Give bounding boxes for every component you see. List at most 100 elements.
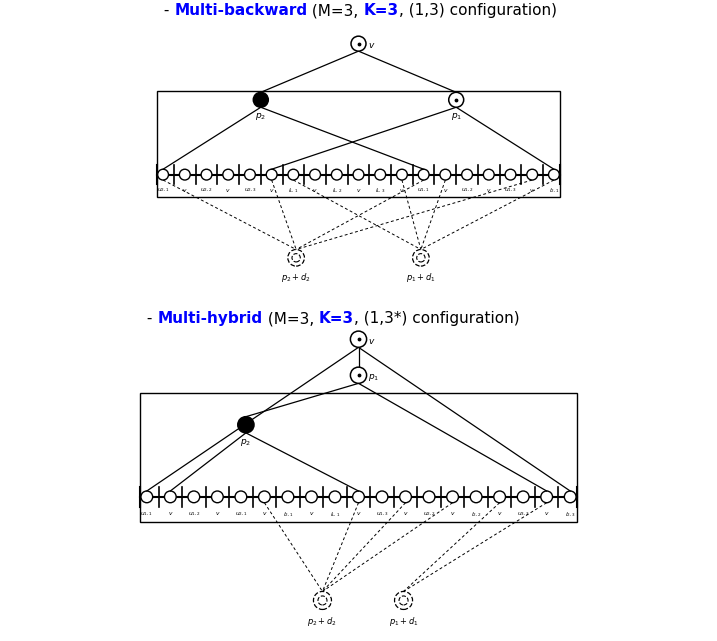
Circle shape xyxy=(351,331,366,347)
Circle shape xyxy=(412,249,429,266)
Circle shape xyxy=(449,92,464,107)
Circle shape xyxy=(179,169,190,180)
Text: $v$: $v$ xyxy=(403,510,408,517)
Text: $u_{2,3}$: $u_{2,3}$ xyxy=(244,187,256,194)
Text: $v$: $v$ xyxy=(214,510,220,517)
Circle shape xyxy=(288,249,305,266)
Circle shape xyxy=(375,169,386,180)
Circle shape xyxy=(517,491,529,503)
Circle shape xyxy=(331,169,342,180)
Circle shape xyxy=(212,491,223,503)
Circle shape xyxy=(483,169,494,180)
Circle shape xyxy=(164,491,176,503)
Circle shape xyxy=(318,596,327,605)
Text: $p_1+d_1$: $p_1+d_1$ xyxy=(389,615,419,628)
Circle shape xyxy=(305,491,318,503)
Circle shape xyxy=(158,169,168,180)
Text: $v$: $v$ xyxy=(369,337,376,346)
Text: $v$: $v$ xyxy=(168,510,173,517)
Text: $l_{2,2}$: $l_{2,2}$ xyxy=(471,510,481,519)
Circle shape xyxy=(423,491,435,503)
Circle shape xyxy=(399,491,412,503)
Circle shape xyxy=(541,491,553,503)
Circle shape xyxy=(329,491,341,503)
Text: $u_{1,2}$: $u_{1,2}$ xyxy=(188,510,200,517)
Text: $v$: $v$ xyxy=(356,510,361,517)
Text: $u_{2,1}$: $u_{2,1}$ xyxy=(157,187,169,194)
Circle shape xyxy=(527,169,538,180)
Text: $v$: $v$ xyxy=(313,187,318,194)
Text: $l_{L,2}$: $l_{L,2}$ xyxy=(332,187,342,196)
Text: $v$: $v$ xyxy=(225,187,231,194)
Text: $l_{L,1}$: $l_{L,1}$ xyxy=(288,187,298,196)
Text: $v$: $v$ xyxy=(368,41,375,50)
Circle shape xyxy=(470,491,482,503)
Circle shape xyxy=(418,169,429,180)
Text: $u_{2,2}$: $u_{2,2}$ xyxy=(423,510,435,517)
Text: $u_{1,2}$: $u_{1,2}$ xyxy=(461,187,473,194)
Circle shape xyxy=(353,491,364,503)
Text: $v$: $v$ xyxy=(497,510,503,517)
Circle shape xyxy=(351,367,366,383)
Text: $v$: $v$ xyxy=(309,510,314,517)
Text: Multi-backward: Multi-backward xyxy=(174,3,308,18)
Text: $v$: $v$ xyxy=(182,187,188,194)
Text: $l_{L,3}$: $l_{L,3}$ xyxy=(375,187,385,196)
Circle shape xyxy=(440,169,451,180)
Text: $v$: $v$ xyxy=(450,510,455,517)
Circle shape xyxy=(394,592,412,610)
Text: , (1,3) configuration): , (1,3) configuration) xyxy=(399,3,556,18)
Circle shape xyxy=(292,254,300,262)
Circle shape xyxy=(238,417,254,433)
Circle shape xyxy=(266,169,277,180)
Circle shape xyxy=(282,491,294,503)
Bar xyxy=(140,394,577,522)
Text: $v$: $v$ xyxy=(486,187,492,194)
Text: $v$: $v$ xyxy=(356,187,361,194)
Text: $p_1+d_1$: $p_1+d_1$ xyxy=(406,271,436,284)
Circle shape xyxy=(376,491,388,503)
Circle shape xyxy=(244,169,255,180)
Text: $p_2+d_2$: $p_2+d_2$ xyxy=(281,271,311,284)
Circle shape xyxy=(313,592,331,610)
Circle shape xyxy=(397,169,407,180)
Circle shape xyxy=(188,491,200,503)
Text: $l_{2,1}$: $l_{2,1}$ xyxy=(549,187,559,196)
Bar xyxy=(157,92,560,197)
Text: $v$: $v$ xyxy=(269,187,275,194)
Text: $l_{2,1}$: $l_{2,1}$ xyxy=(282,510,293,519)
Circle shape xyxy=(505,169,516,180)
Circle shape xyxy=(351,36,366,51)
Text: $u_{2,2}$: $u_{2,2}$ xyxy=(200,187,213,194)
Text: $p_2$: $p_2$ xyxy=(240,437,252,449)
Text: K=3: K=3 xyxy=(319,311,354,326)
Text: $p_2$: $p_2$ xyxy=(255,112,267,122)
Text: (M=3,: (M=3, xyxy=(262,311,319,326)
Text: $u_{1,3}$: $u_{1,3}$ xyxy=(504,187,517,194)
Circle shape xyxy=(235,491,247,503)
Circle shape xyxy=(447,491,458,503)
Circle shape xyxy=(259,491,270,503)
Text: $v$: $v$ xyxy=(529,187,535,194)
Text: $v$: $v$ xyxy=(399,187,404,194)
Text: Multi-hybrid: Multi-hybrid xyxy=(158,311,262,326)
Text: , (1,3*) configuration): , (1,3*) configuration) xyxy=(354,311,520,326)
Circle shape xyxy=(549,169,559,180)
Text: $p_2+d_2$: $p_2+d_2$ xyxy=(308,615,338,628)
Text: $u_{1,1}$: $u_{1,1}$ xyxy=(417,187,430,194)
Text: $v$: $v$ xyxy=(262,510,267,517)
Text: (M=3,: (M=3, xyxy=(308,3,364,18)
Text: -: - xyxy=(159,3,174,18)
Circle shape xyxy=(564,491,576,503)
Circle shape xyxy=(353,169,364,180)
Text: $v$: $v$ xyxy=(442,187,448,194)
Text: -: - xyxy=(142,311,158,326)
Text: $p_1$: $p_1$ xyxy=(369,372,380,383)
Text: K=3: K=3 xyxy=(364,3,399,18)
Text: $u_{3,3}$: $u_{3,3}$ xyxy=(517,510,530,517)
Text: $u_{1,3}$: $u_{1,3}$ xyxy=(376,510,389,517)
Circle shape xyxy=(494,491,505,503)
Text: $p_1$: $p_1$ xyxy=(450,112,462,122)
Text: $l_{2,3}$: $l_{2,3}$ xyxy=(565,510,576,519)
Circle shape xyxy=(141,491,153,503)
